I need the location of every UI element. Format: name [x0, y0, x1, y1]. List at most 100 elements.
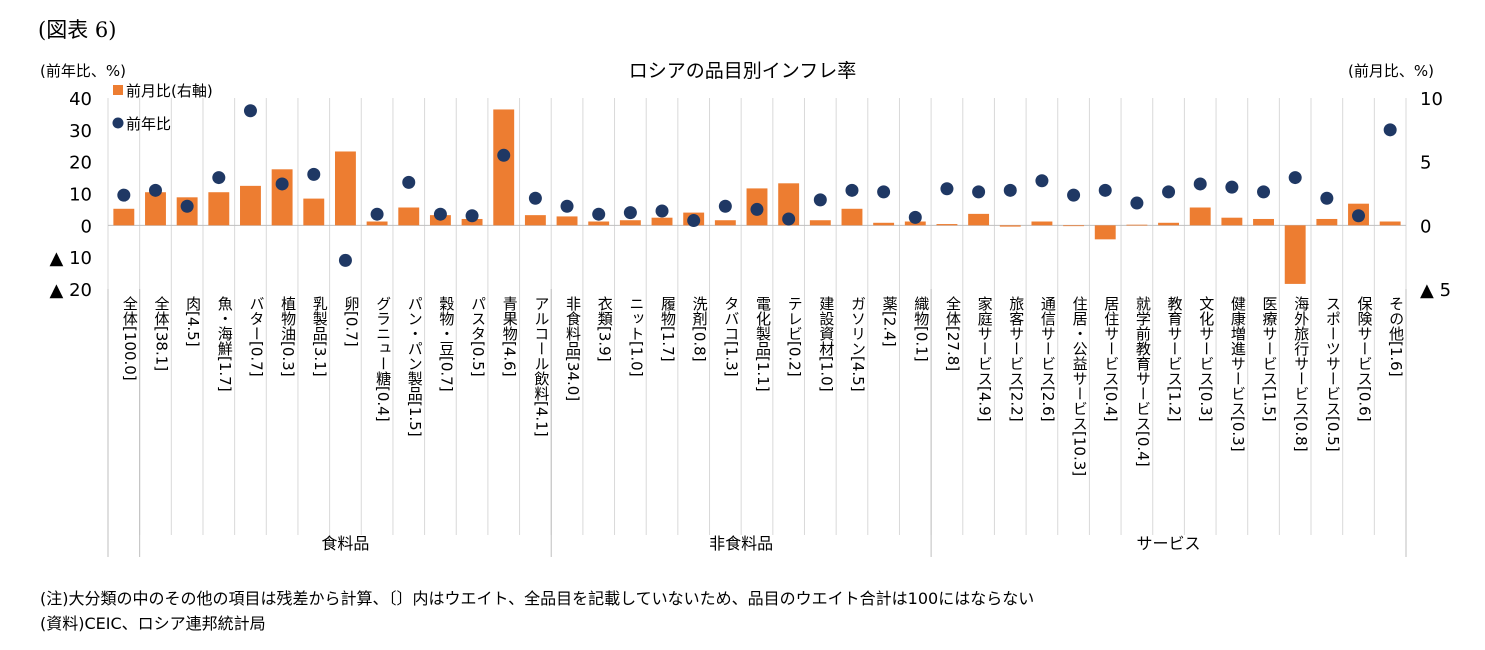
data-point	[1225, 180, 1239, 194]
category-label: 通信サービス[2.6]	[1039, 296, 1057, 422]
chart-title: ロシアの品目別インフレ率	[628, 60, 857, 82]
data-point	[1130, 196, 1144, 210]
bar	[113, 208, 135, 226]
category-label: 文化サービス[0.3]	[1197, 296, 1215, 422]
data-point	[1035, 174, 1049, 188]
category-label: 洗剤[0.8]	[691, 296, 709, 362]
category-label: 就学前教育サービス[0.4]	[1134, 296, 1152, 467]
data-point	[370, 207, 384, 221]
category-label: 薬[2.4]	[881, 296, 899, 347]
data-point	[718, 199, 732, 213]
data-point	[1067, 188, 1081, 202]
category-label: 卵[0.7]	[342, 296, 360, 347]
data-point	[433, 207, 447, 221]
bar	[556, 216, 578, 226]
bar	[968, 213, 990, 226]
data-point	[1288, 171, 1302, 185]
bar	[1126, 224, 1148, 226]
category-label: その他[1.6]	[1387, 296, 1405, 377]
bar	[1063, 225, 1085, 227]
left-axis-tick: ▲ 10	[50, 248, 92, 269]
data-point	[813, 193, 827, 207]
data-point	[497, 148, 511, 162]
bar	[145, 192, 166, 226]
bar	[778, 183, 800, 226]
bar	[588, 221, 610, 226]
category-label: 織物[0.1]	[912, 296, 930, 362]
group-label: 食料品	[321, 534, 369, 553]
bar	[1253, 218, 1274, 226]
data-point	[1003, 183, 1017, 197]
data-point	[845, 183, 859, 197]
category-label: 全体[38.1]	[152, 295, 170, 371]
category-label: 乳製品[3.1]	[311, 296, 329, 377]
category-label: 家庭サービス[4.9]	[976, 296, 994, 422]
figure-label: (図表 6)	[38, 18, 117, 42]
bar	[936, 224, 958, 226]
left-axis-unit-label: (前年比、%)	[40, 62, 126, 80]
bar	[1379, 221, 1401, 226]
category-label: 住居・公益サービス[10.3]	[1071, 296, 1089, 476]
right-axis-unit-label: (前月比、%)	[1348, 62, 1434, 80]
data-point	[528, 191, 542, 205]
bar	[714, 220, 736, 226]
category-label: 青果物[4.6]	[501, 296, 519, 377]
category-label: 医療サービス[1.5]	[1261, 296, 1279, 422]
note-text: (注)大分類の中のその他の項目は残差から計算、〔〕内はウエイト、全品目を記載して…	[40, 589, 1035, 608]
right-axis-tick: 0	[1420, 216, 1431, 237]
bar	[303, 198, 325, 226]
category-label: グラニュー糖[0.4]	[374, 296, 392, 422]
data-point	[212, 171, 226, 185]
bar	[873, 222, 895, 226]
data-point	[592, 207, 606, 221]
left-axis-tick: 10	[69, 185, 92, 206]
legend-dot-swatch	[112, 117, 124, 129]
category-label: 居住サービス[0.4]	[1102, 296, 1120, 422]
category-label: パスタ[0.5]	[469, 296, 487, 377]
category-label: 電化製品[1.1]	[754, 296, 772, 392]
bar	[208, 192, 230, 226]
category-label: 全体[100.0]	[121, 295, 139, 380]
bar	[493, 109, 515, 226]
bar	[334, 151, 356, 226]
category-label: テレビ[0.2]	[786, 296, 804, 377]
bar	[1094, 225, 1116, 240]
inflation-chart: 40 30 20 10 0 ▲ 10 ▲ 20 10 5 0 ▲ 5 前月比(右軸) 前年比全体[100…	[50, 82, 1451, 557]
category-label: 建設資材[1.0]	[817, 296, 835, 392]
data-point	[750, 202, 764, 216]
data-point	[307, 167, 321, 181]
right-axis-tick: ▲ 5	[1420, 280, 1451, 301]
category-label: タバコ[1.3]	[722, 296, 740, 377]
category-label: 衣類[3.9]	[596, 296, 614, 362]
left-axis-tick: 20	[69, 153, 92, 174]
data-point	[243, 104, 257, 118]
left-axis-tick: ▲ 20	[50, 280, 92, 301]
bar	[651, 217, 673, 226]
bar	[398, 207, 420, 226]
left-axis-tick: 30	[69, 121, 92, 142]
data-point	[1098, 183, 1112, 197]
bar	[619, 220, 641, 226]
data-point	[275, 177, 289, 191]
bar	[1031, 221, 1053, 226]
legend-bar-label: 前月比(右軸)	[126, 82, 213, 100]
data-point	[972, 185, 986, 199]
legend-dot-label: 前年比	[126, 115, 171, 133]
category-label: 肉[4.5]	[184, 296, 202, 347]
data-point	[908, 210, 922, 224]
data-point	[1257, 185, 1271, 199]
group-label: サービス	[1137, 534, 1201, 553]
bar	[366, 221, 388, 226]
data-point	[148, 183, 162, 197]
category-label: 教育サービス[1.2]	[1166, 296, 1184, 422]
bar	[240, 185, 261, 226]
category-label: ガソリン[4.5]	[849, 296, 867, 392]
bar	[524, 215, 546, 226]
category-label: 穀物・豆[0.7]	[437, 296, 455, 392]
bar	[1284, 225, 1306, 284]
legend-bar-swatch	[113, 85, 123, 95]
bar	[1221, 217, 1243, 226]
data-point	[687, 214, 701, 228]
source-text: (資料)CEIC、ロシア連邦統計局	[40, 614, 266, 633]
data-point	[623, 206, 637, 220]
